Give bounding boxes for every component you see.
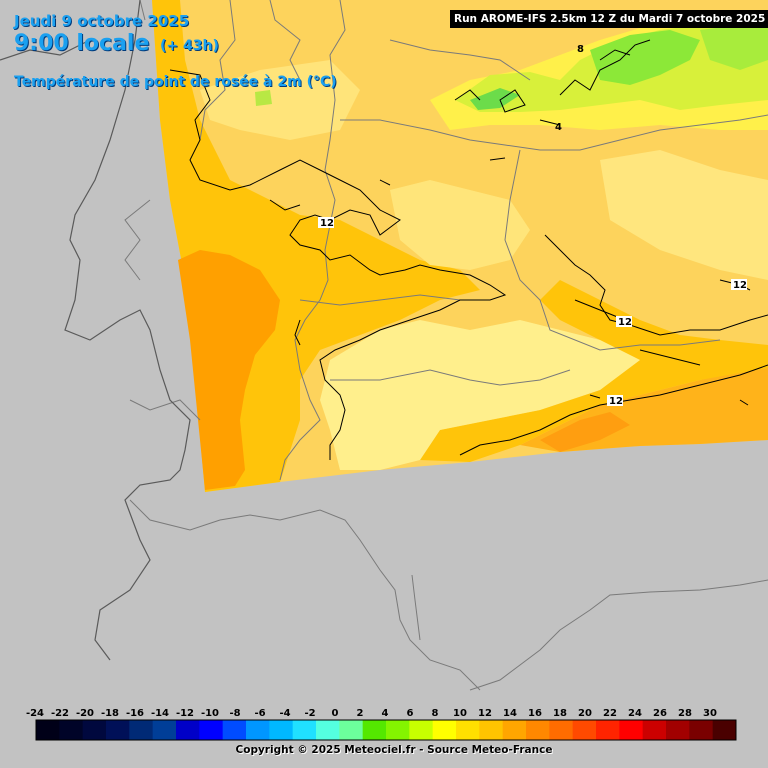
legend-tick-label: 6 <box>407 708 414 719</box>
contour-label: 8 <box>577 44 584 55</box>
contour-label: 12 <box>733 280 747 291</box>
legend-swatch <box>246 720 270 740</box>
copyright-text: Copyright © 2025 Meteociel.fr - Source M… <box>235 744 553 756</box>
legend-tick-label: -2 <box>304 708 315 719</box>
legend-tick-label: 2 <box>357 708 364 719</box>
legend-swatch <box>502 720 527 740</box>
legend-tick-label: -14 <box>151 708 169 719</box>
legend-swatch <box>479 720 504 740</box>
legend-tick-label: 22 <box>603 708 617 719</box>
legend-swatch <box>386 720 410 740</box>
legend-tick-label: -12 <box>176 708 194 719</box>
legend-tick-label: 12 <box>478 708 492 719</box>
forecast-lead-time: (+ 43h) <box>160 38 219 54</box>
legend-swatch <box>176 720 200 740</box>
legend-tick-label: -20 <box>76 708 94 719</box>
legend-swatch <box>129 720 154 740</box>
isolines <box>169 39 768 460</box>
dewpoint-band-green-3 <box>700 22 768 70</box>
dewpoint-band-green-4 <box>255 90 272 106</box>
run-info-box: Run AROME-IFS 2.5km 12 Z du Mardi 7 octo… <box>450 10 768 28</box>
legend-tick-label: -8 <box>229 708 240 719</box>
legend-tick-label: -18 <box>101 708 119 719</box>
legend-tick-label: 28 <box>678 708 692 719</box>
coastline <box>0 0 191 661</box>
legend-tick-label: -6 <box>254 708 265 719</box>
legend-tick-label: 20 <box>578 708 592 719</box>
legend-tick-label: 4 <box>382 708 389 719</box>
legend-swatch <box>222 720 247 740</box>
legend-swatch <box>596 720 620 740</box>
dewpoint-band-pale-2 <box>390 180 530 270</box>
contour-label: 12 <box>618 317 632 328</box>
forecast-time: 9:00 locale <box>14 31 150 56</box>
legend-swatch <box>526 720 550 740</box>
legend-tick-label: 0 <box>332 708 339 719</box>
borders <box>124 0 768 691</box>
legend-swatch <box>432 720 457 740</box>
legend-swatch <box>572 720 597 740</box>
legend-swatch <box>339 720 364 740</box>
legend-tick-label: -16 <box>126 708 144 719</box>
legend-swatch <box>712 720 737 740</box>
legend-swatch <box>36 720 60 740</box>
legend-swatch <box>409 720 434 740</box>
legend-swatch <box>456 720 480 740</box>
dewpoint-band-deep-orange <box>178 250 280 490</box>
legend-tick-label: 18 <box>553 708 567 719</box>
dewpoint-band-east-orange <box>420 280 768 462</box>
legend-swatch <box>362 720 387 740</box>
legend-tick-label: 30 <box>703 708 717 719</box>
legend-tick-label: -4 <box>279 708 290 719</box>
legend-swatch <box>199 720 224 740</box>
legend-swatch <box>316 720 340 740</box>
legend-tick-label: -10 <box>201 708 219 719</box>
dewpoint-band-pale-3 <box>200 60 360 140</box>
legend-swatch <box>106 720 130 740</box>
legend-swatch <box>689 720 714 740</box>
legend-swatch <box>549 720 574 740</box>
legend-swatch <box>59 720 84 740</box>
legend-tick-label: 24 <box>628 708 642 719</box>
variable-title: Température de point de rosée à 2m (°C) <box>14 74 337 90</box>
legend-swatch <box>152 720 177 740</box>
contour-label: 12 <box>320 218 334 229</box>
legend-swatch <box>666 720 690 740</box>
contour-label: 4 <box>555 122 562 133</box>
color-legend: -24 -22 -20 -18 -16 -14 -12 -10 -8 -6 -4 -2 0 2 4 6 8 10 1… <box>26 708 737 741</box>
legend-swatch <box>292 720 317 740</box>
dewpoint-band-green-2 <box>470 88 520 110</box>
legend-tick-label: -22 <box>51 708 69 719</box>
legend-tick-label: 8 <box>432 708 439 719</box>
legend-tick-label: 26 <box>653 708 667 719</box>
legend-swatch <box>269 720 294 740</box>
legend-tick-label: 16 <box>528 708 542 719</box>
dewpoint-band-pale-1 <box>320 320 640 470</box>
dewpoint-band-green <box>590 30 700 85</box>
legend-swatch <box>82 720 107 740</box>
dewpoint-band-pale-4 <box>600 150 768 280</box>
legend-frame <box>35 719 737 741</box>
forecast-date: Jeudi 9 octobre 2025 <box>14 12 190 30</box>
dewpoint-band-se-deep <box>540 412 630 452</box>
legend-swatch <box>619 720 644 740</box>
legend-swatch <box>642 720 667 740</box>
legend-tick-label: -24 <box>26 708 44 719</box>
contour-label: 12 <box>609 396 623 407</box>
legend-tick-label: 14 <box>503 708 517 719</box>
contour-labels: 12 12 12 12 8 4 <box>318 44 747 407</box>
legend-tick-label: 10 <box>453 708 467 719</box>
